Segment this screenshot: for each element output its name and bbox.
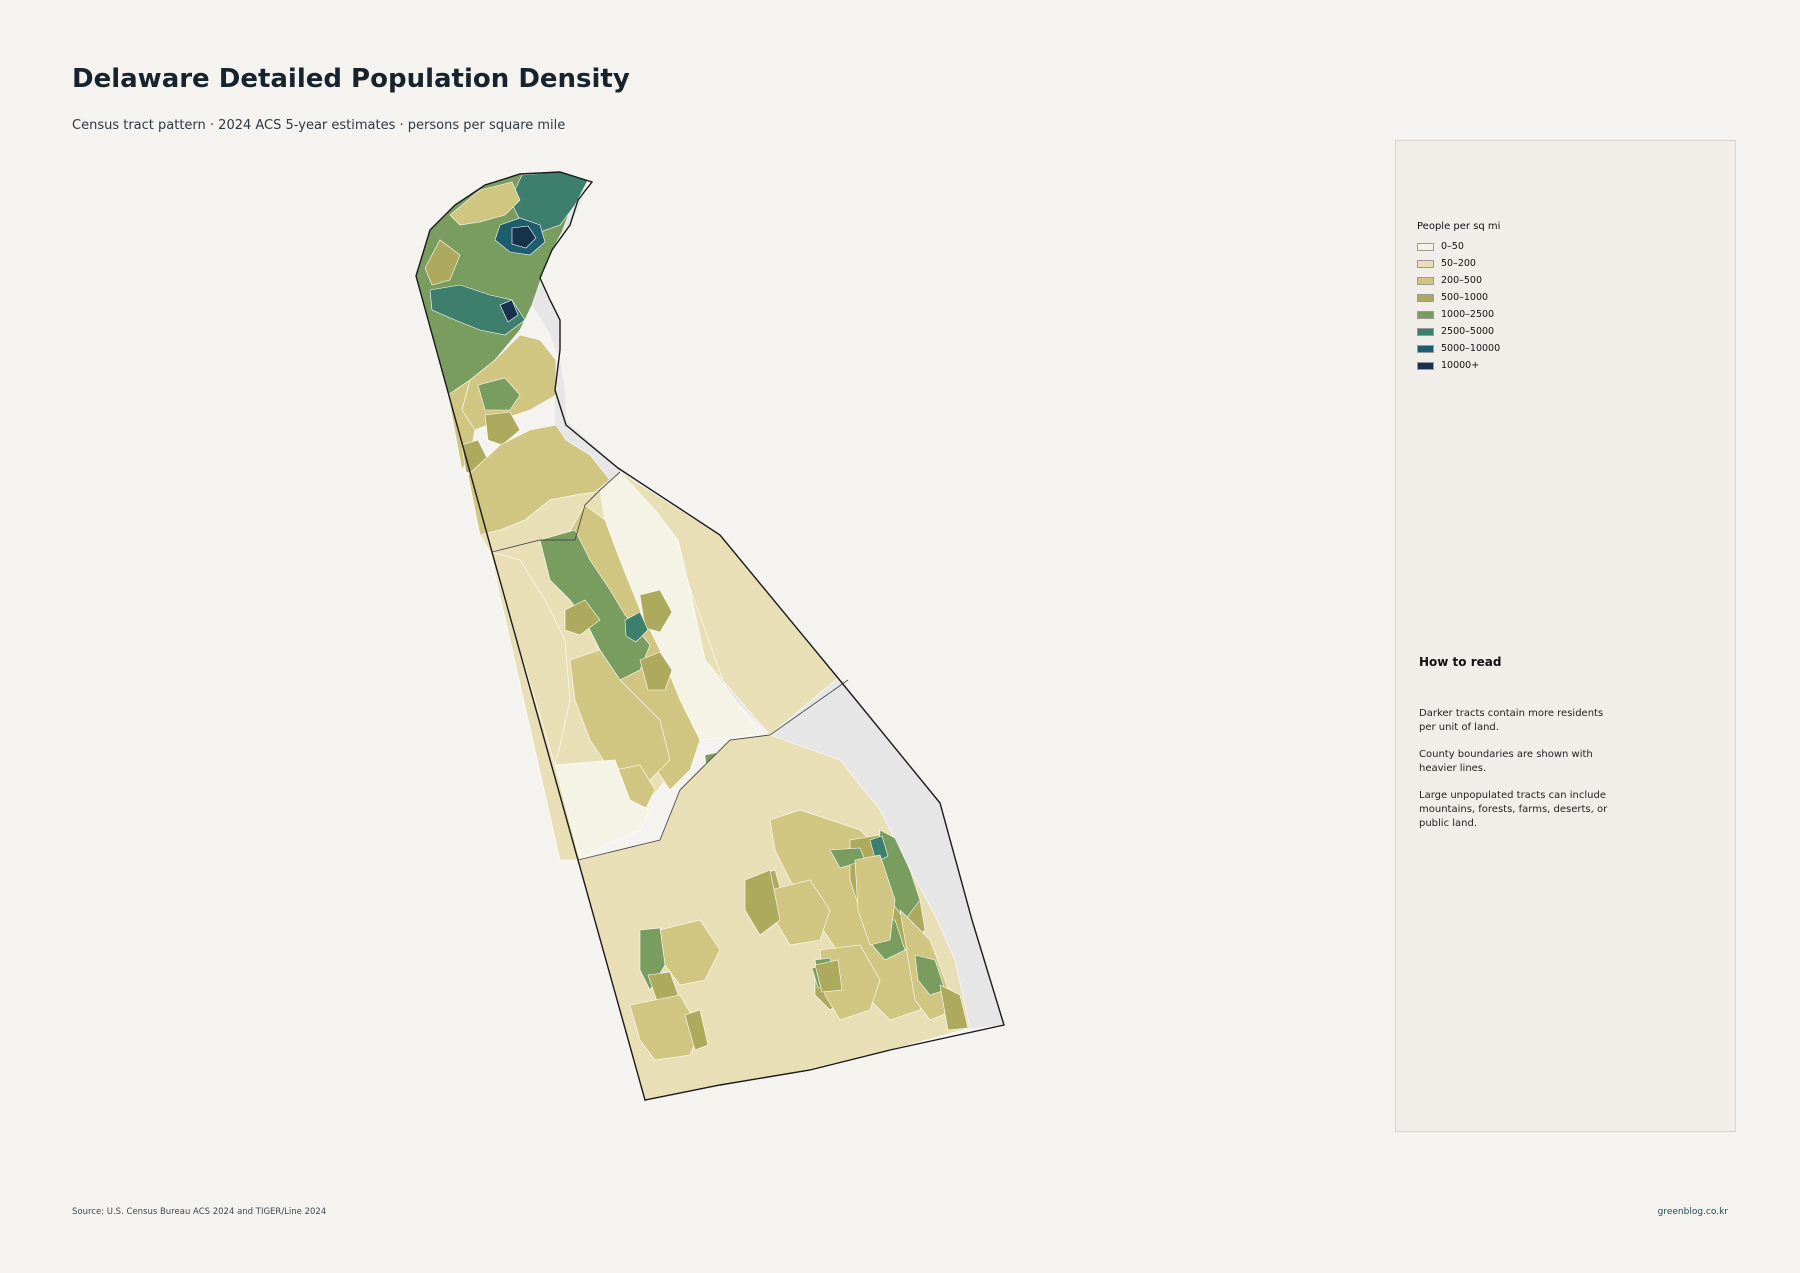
tract — [744, 869, 781, 936]
legend-label: 10000+ — [1441, 360, 1480, 371]
legend-item: 0–50 — [1417, 238, 1500, 255]
tract — [429, 284, 526, 336]
tract — [569, 649, 671, 791]
how-to-read-paragraph: County boundaries are shown with heavier… — [1419, 749, 1593, 774]
legend-item: 200–500 — [1417, 272, 1500, 289]
county-boundary — [577, 679, 849, 861]
county-sussex — [577, 734, 971, 1101]
tract — [814, 959, 843, 993]
source-note: Source: U.S. Census Bureau ACS 2024 and … — [72, 1207, 327, 1217]
tract — [477, 377, 521, 411]
legend-swatch — [1417, 259, 1434, 268]
tract — [684, 1009, 709, 1051]
tract — [939, 984, 969, 1031]
legend-label: 2500–5000 — [1441, 326, 1495, 337]
legend-item: 2500–5000 — [1417, 323, 1500, 340]
legend-swatch — [1417, 361, 1434, 370]
tract — [629, 994, 701, 1061]
tract — [449, 181, 521, 226]
tract — [554, 759, 651, 861]
tract — [624, 611, 649, 643]
tract — [854, 854, 896, 946]
legend-swatch — [1417, 276, 1434, 285]
county-kent — [489, 471, 839, 861]
map-subtitle: Census tract pattern · 2024 ACS 5-year e… — [72, 118, 566, 133]
legend-swatch — [1417, 344, 1434, 353]
legend-label: 50–200 — [1441, 258, 1476, 269]
legend-swatch — [1417, 242, 1434, 251]
legend-item: 5000–10000 — [1417, 340, 1500, 357]
tract — [639, 651, 673, 691]
tract — [869, 835, 889, 863]
tract — [424, 239, 461, 286]
how-to-read-title: How to read — [1419, 655, 1502, 669]
legend-swatch — [1417, 310, 1434, 319]
county-new-castle — [415, 171, 621, 553]
legend-label: 5000–10000 — [1441, 343, 1501, 354]
legend-title: People per sq mi — [1417, 221, 1501, 232]
tract — [499, 299, 519, 323]
legend-label: 0–50 — [1441, 241, 1464, 252]
legend-item: 1000–2500 — [1417, 306, 1500, 323]
legend-swatch — [1417, 293, 1434, 302]
how-to-read-body: Darker tracts contain more residents per… — [1419, 707, 1619, 844]
map-title: Delaware Detailed Population Density — [72, 64, 630, 94]
how-to-read-paragraph: Darker tracts contain more residents per… — [1419, 708, 1604, 733]
state-outline — [415, 171, 1005, 1101]
legend-label: 200–500 — [1441, 275, 1483, 286]
county-boundary — [491, 471, 621, 553]
tract — [484, 411, 521, 446]
legend-label: 1000–2500 — [1441, 309, 1495, 320]
tract — [511, 225, 537, 249]
tract — [564, 599, 601, 636]
legend-item: 50–200 — [1417, 255, 1500, 272]
tract — [489, 551, 571, 767]
legend-swatch — [1417, 327, 1434, 336]
tract — [539, 529, 651, 681]
how-to-read-paragraph: Large unpopulated tracts can include mou… — [1419, 790, 1608, 829]
credit-link[interactable]: greenblog.co.kr — [1657, 1207, 1728, 1217]
tract — [914, 954, 946, 996]
legend-panel: People per sq mi 0–50 50–200 200–500 500–10… — [1395, 140, 1736, 1132]
legend-item: 10000+ — [1417, 357, 1500, 374]
legend-label: 500–1000 — [1441, 292, 1489, 303]
legend-item: 500–1000 — [1417, 289, 1500, 306]
legend: People per sq mi 0–50 50–200 200–500 500–10… — [1417, 221, 1500, 374]
